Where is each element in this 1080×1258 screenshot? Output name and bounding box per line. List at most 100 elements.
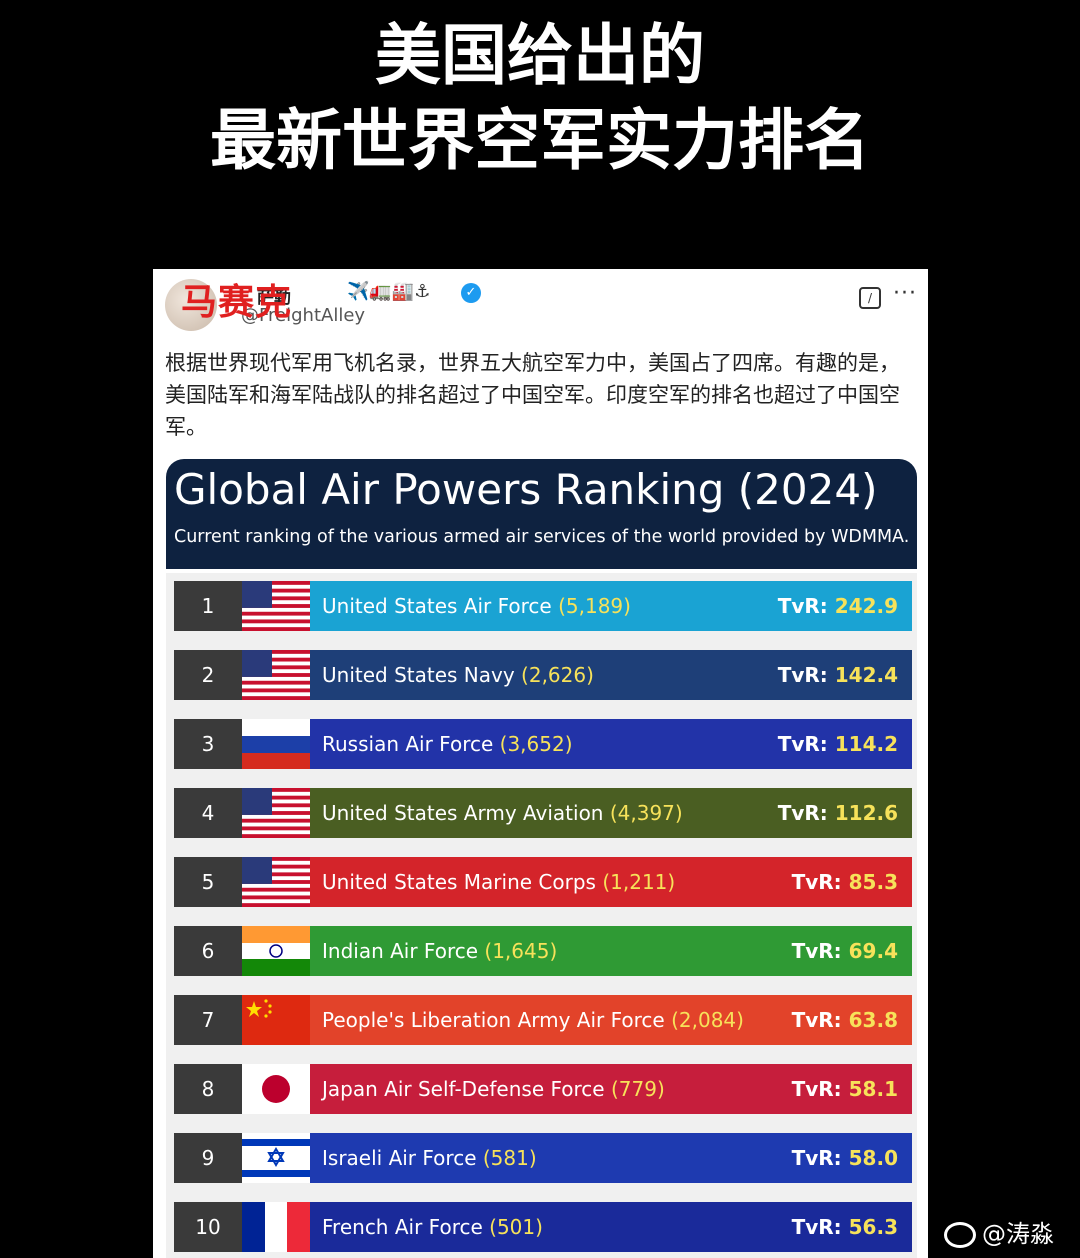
tvr-score-wrap: TvR: 63.8 xyxy=(792,995,898,1045)
tvr-label: TvR: xyxy=(791,870,842,894)
rank-number: 7 xyxy=(174,995,242,1045)
tvr-score-wrap: TvR: 242.9 xyxy=(778,581,898,631)
tweet-card: 萨勒 ✈️🚛🏭⚓ ✓ @FreightAlley 马赛克 / ··· 根据世界现… xyxy=(153,269,928,1258)
headline-line-2: 最新世界空军实力排名 xyxy=(210,102,870,179)
ranking-row: 9 Israeli Air Force (581) TvR: 58.0 xyxy=(174,1133,912,1183)
rank-number: 9 xyxy=(174,1133,242,1183)
us-flag-icon xyxy=(242,581,310,631)
tvr-value: 58.1 xyxy=(848,1077,898,1101)
force-name-wrap: United States Air Force (5,189) xyxy=(322,581,631,631)
tvr-label: TvR: xyxy=(791,1146,842,1170)
force-bar: United States Air Force (5,189) TvR: 242.… xyxy=(310,581,912,631)
force-name-wrap: United States Navy (2,626) xyxy=(322,650,594,700)
ranking-row: 6 Indian Air Force (1,645) TvR: 69.4 xyxy=(174,926,912,976)
aircraft-count: (4,397) xyxy=(609,801,683,825)
banner-title: Global Air Powers Ranking (2024) xyxy=(174,465,878,514)
headline-line-1: 美国给出的 xyxy=(375,17,705,94)
force-bar: Israeli Air Force (581) TvR: 58.0 xyxy=(310,1133,912,1183)
ranking-banner: Global Air Powers Ranking (2024) Current… xyxy=(166,459,917,569)
tvr-label: TvR: xyxy=(791,1077,842,1101)
france-flag-icon xyxy=(242,1202,310,1252)
tvr-label: TvR: xyxy=(777,663,828,687)
tvr-score-wrap: TvR: 56.3 xyxy=(792,1202,898,1252)
rank-number: 2 xyxy=(174,650,242,700)
us-flag-icon xyxy=(242,650,310,700)
grok-icon[interactable]: / xyxy=(859,287,881,309)
tvr-value: 112.6 xyxy=(834,801,898,825)
force-name-wrap: Japan Air Self-Defense Force (779) xyxy=(322,1064,665,1114)
aircraft-count: (1,645) xyxy=(484,939,558,963)
tvr-score-wrap: TvR: 85.3 xyxy=(792,857,898,907)
ranking-row: 7 People's Liberation Army Air Force (2,0… xyxy=(174,995,912,1045)
us-flag-icon xyxy=(242,788,310,838)
aircraft-count: (2,626) xyxy=(521,663,594,687)
japan-flag-icon xyxy=(242,1064,310,1114)
headline: 美国给出的 最新世界空军实力排名 xyxy=(0,14,1080,184)
weibo-icon xyxy=(944,1222,976,1248)
aircraft-count: (501) xyxy=(489,1215,543,1239)
user-handle[interactable]: @FreightAlley xyxy=(241,305,366,326)
mosaic-watermark: 马赛克 xyxy=(181,282,293,323)
force-name: Israeli Air Force xyxy=(322,1146,477,1170)
force-bar: United States Marine Corps (1,211) TvR: 8… xyxy=(310,857,912,907)
force-name-wrap: Russian Air Force (3,652) xyxy=(322,719,573,769)
tvr-label: TvR: xyxy=(777,594,828,618)
aircraft-count: (3,652) xyxy=(499,732,573,756)
ranking-row: 5 United States Marine Corps (1,211) TvR: … xyxy=(174,857,912,907)
tweet-text: 根据世界现代军用飞机名录，世界五大航空军力中，美国占了四席。有趣的是，美国陆军和… xyxy=(165,351,900,439)
tvr-value: 242.9 xyxy=(834,594,898,618)
us-flag-icon xyxy=(242,857,310,907)
banner-subtitle: Current ranking of the various armed air… xyxy=(174,527,910,547)
tvr-score-wrap: TvR: 69.4 xyxy=(792,926,898,976)
israel-flag-icon xyxy=(242,1133,310,1183)
tvr-value: 142.4 xyxy=(834,663,898,687)
force-bar: Japan Air Self-Defense Force (779) TvR: 5… xyxy=(310,1064,912,1114)
force-name: United States Navy xyxy=(322,663,515,687)
rank-number: 8 xyxy=(174,1064,242,1114)
tvr-value: 56.3 xyxy=(848,1215,898,1239)
china-flag-icon xyxy=(242,995,310,1045)
russia-flag-icon xyxy=(242,719,310,769)
display-name[interactable]: 萨勒 xyxy=(257,288,291,308)
tvr-label: TvR: xyxy=(791,1215,842,1239)
force-bar: United States Navy (2,626) TvR: 142.4 xyxy=(310,650,912,700)
force-name: French Air Force xyxy=(322,1215,483,1239)
rank-number: 6 xyxy=(174,926,242,976)
tvr-value: 58.0 xyxy=(848,1146,898,1170)
force-name: Russian Air Force xyxy=(322,732,494,756)
tvr-score-wrap: TvR: 58.0 xyxy=(792,1133,898,1183)
weibo-handle: @涛淼 xyxy=(982,1220,1054,1248)
aircraft-count: (5,189) xyxy=(558,594,631,618)
tvr-value: 85.3 xyxy=(848,870,898,894)
tvr-value: 114.2 xyxy=(834,732,898,756)
aircraft-count: (2,084) xyxy=(671,1008,744,1032)
force-name-wrap: United States Marine Corps (1,211) xyxy=(322,857,675,907)
ranking-row: 1 United States Air Force (5,189) TvR: 242… xyxy=(174,581,912,631)
ranking-row: 4 United States Army Aviation (4,397) TvR:… xyxy=(174,788,912,838)
tvr-value: 69.4 xyxy=(848,939,898,963)
force-name: United States Army Aviation xyxy=(322,801,604,825)
force-name: United States Air Force xyxy=(322,594,552,618)
tvr-score-wrap: TvR: 114.2 xyxy=(778,719,898,769)
more-options-icon[interactable]: ··· xyxy=(893,281,917,306)
force-name-wrap: Israeli Air Force (581) xyxy=(322,1133,537,1183)
name-emojis: ✈️🚛🏭⚓ xyxy=(347,281,431,302)
weibo-watermark: @涛淼 xyxy=(944,1214,1054,1249)
force-name: United States Marine Corps xyxy=(322,870,596,894)
tvr-label: TvR: xyxy=(777,801,828,825)
avatar[interactable] xyxy=(165,279,217,331)
force-bar: French Air Force (501) TvR: 56.3 xyxy=(310,1202,912,1252)
tvr-value: 63.8 xyxy=(848,1008,898,1032)
tvr-label: TvR: xyxy=(791,1008,842,1032)
tvr-label: TvR: xyxy=(791,939,842,963)
tvr-score-wrap: TvR: 58.1 xyxy=(792,1064,898,1114)
tweet-header: 萨勒 ✈️🚛🏭⚓ ✓ @FreightAlley 马赛克 / ··· xyxy=(165,279,917,339)
tvr-score-wrap: TvR: 112.6 xyxy=(778,788,898,838)
ranking-row: 8 Japan Air Self-Defense Force (779) TvR: … xyxy=(174,1064,912,1114)
force-bar: United States Army Aviation (4,397) TvR: … xyxy=(310,788,912,838)
force-name-wrap: United States Army Aviation (4,397) xyxy=(322,788,683,838)
force-name: Indian Air Force xyxy=(322,939,479,963)
force-name-wrap: People's Liberation Army Air Force (2,08… xyxy=(322,995,744,1045)
rank-number: 10 xyxy=(174,1202,242,1252)
ranking-row: 10 French Air Force (501) TvR: 56.3 xyxy=(174,1202,912,1252)
